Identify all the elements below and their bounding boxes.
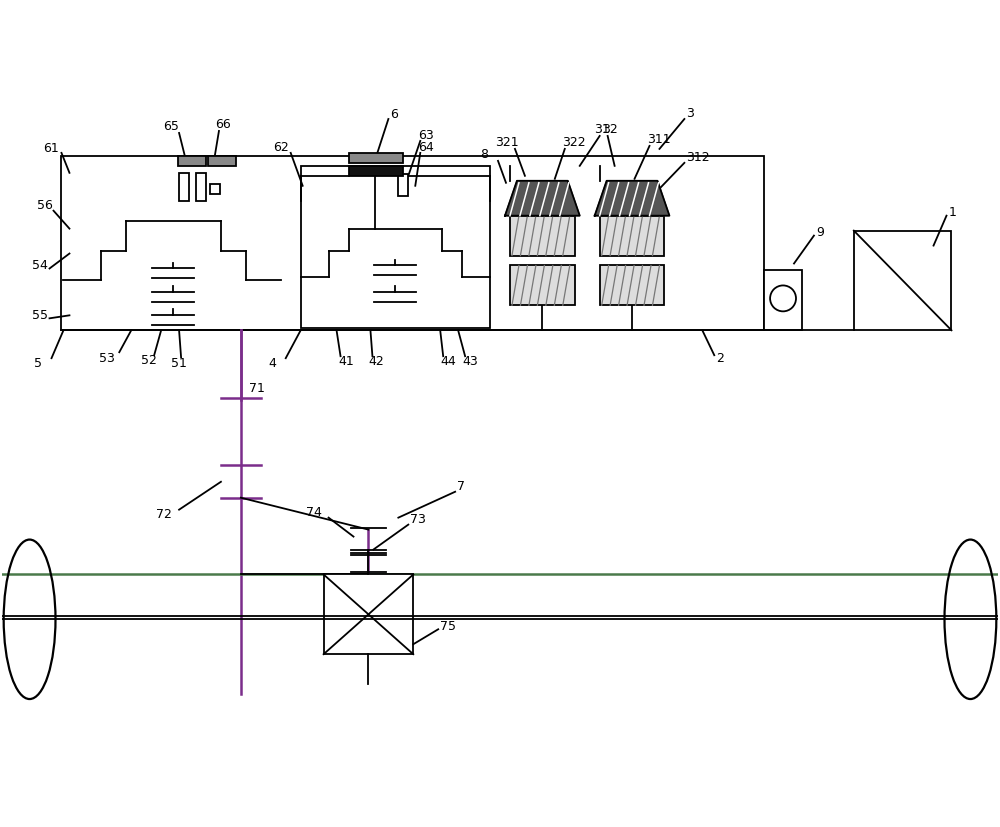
Text: 7: 7	[457, 480, 465, 493]
Text: 322: 322	[562, 136, 585, 150]
Text: 32: 32	[602, 123, 617, 136]
Text: 311: 311	[648, 133, 671, 146]
Text: 41: 41	[339, 355, 354, 368]
Bar	[600, 216, 664, 256]
Text: 3: 3	[686, 107, 694, 120]
Bar	[210, 184, 220, 194]
Bar	[61, 155, 764, 330]
Text: 8: 8	[480, 148, 488, 161]
Text: 6: 6	[390, 108, 398, 121]
Text: 31: 31	[594, 123, 609, 136]
Text: 72: 72	[156, 508, 172, 521]
Text: 55: 55	[32, 308, 48, 322]
Text: 51: 51	[171, 356, 187, 370]
Text: 312: 312	[686, 151, 710, 165]
Text: 4: 4	[269, 356, 277, 370]
Text: 5: 5	[34, 356, 42, 370]
Bar	[398, 174, 408, 196]
Text: 52: 52	[141, 354, 157, 366]
Text: 321: 321	[495, 136, 519, 150]
Bar	[196, 173, 206, 201]
Text: 73: 73	[410, 513, 426, 526]
Bar	[178, 155, 206, 166]
Bar	[764, 270, 802, 330]
Text: 75: 75	[440, 619, 456, 633]
Bar	[600, 265, 664, 305]
Bar	[349, 166, 403, 176]
Bar	[349, 153, 403, 163]
Polygon shape	[505, 181, 580, 216]
Text: 42: 42	[368, 355, 384, 368]
Text: 54: 54	[32, 259, 47, 272]
Text: 62: 62	[273, 141, 289, 155]
Bar	[510, 216, 575, 256]
Text: 43: 43	[462, 355, 478, 368]
Bar	[301, 166, 490, 328]
Bar	[179, 173, 189, 201]
Polygon shape	[595, 181, 669, 216]
Text: 64: 64	[418, 141, 434, 155]
Text: 56: 56	[37, 199, 52, 213]
Text: 71: 71	[249, 381, 265, 394]
Text: 63: 63	[418, 130, 434, 142]
Text: 65: 65	[163, 121, 179, 133]
Text: 74: 74	[306, 506, 322, 519]
Circle shape	[770, 285, 796, 311]
Text: 2: 2	[716, 351, 724, 365]
Bar	[208, 155, 236, 166]
Bar	[510, 265, 575, 305]
Text: 1: 1	[948, 206, 956, 219]
Text: 61: 61	[44, 142, 59, 155]
Bar	[854, 231, 951, 330]
Text: 66: 66	[215, 118, 231, 131]
Text: 44: 44	[440, 355, 456, 368]
Text: 53: 53	[99, 351, 115, 365]
Bar	[324, 575, 413, 654]
Text: 9: 9	[816, 226, 824, 239]
